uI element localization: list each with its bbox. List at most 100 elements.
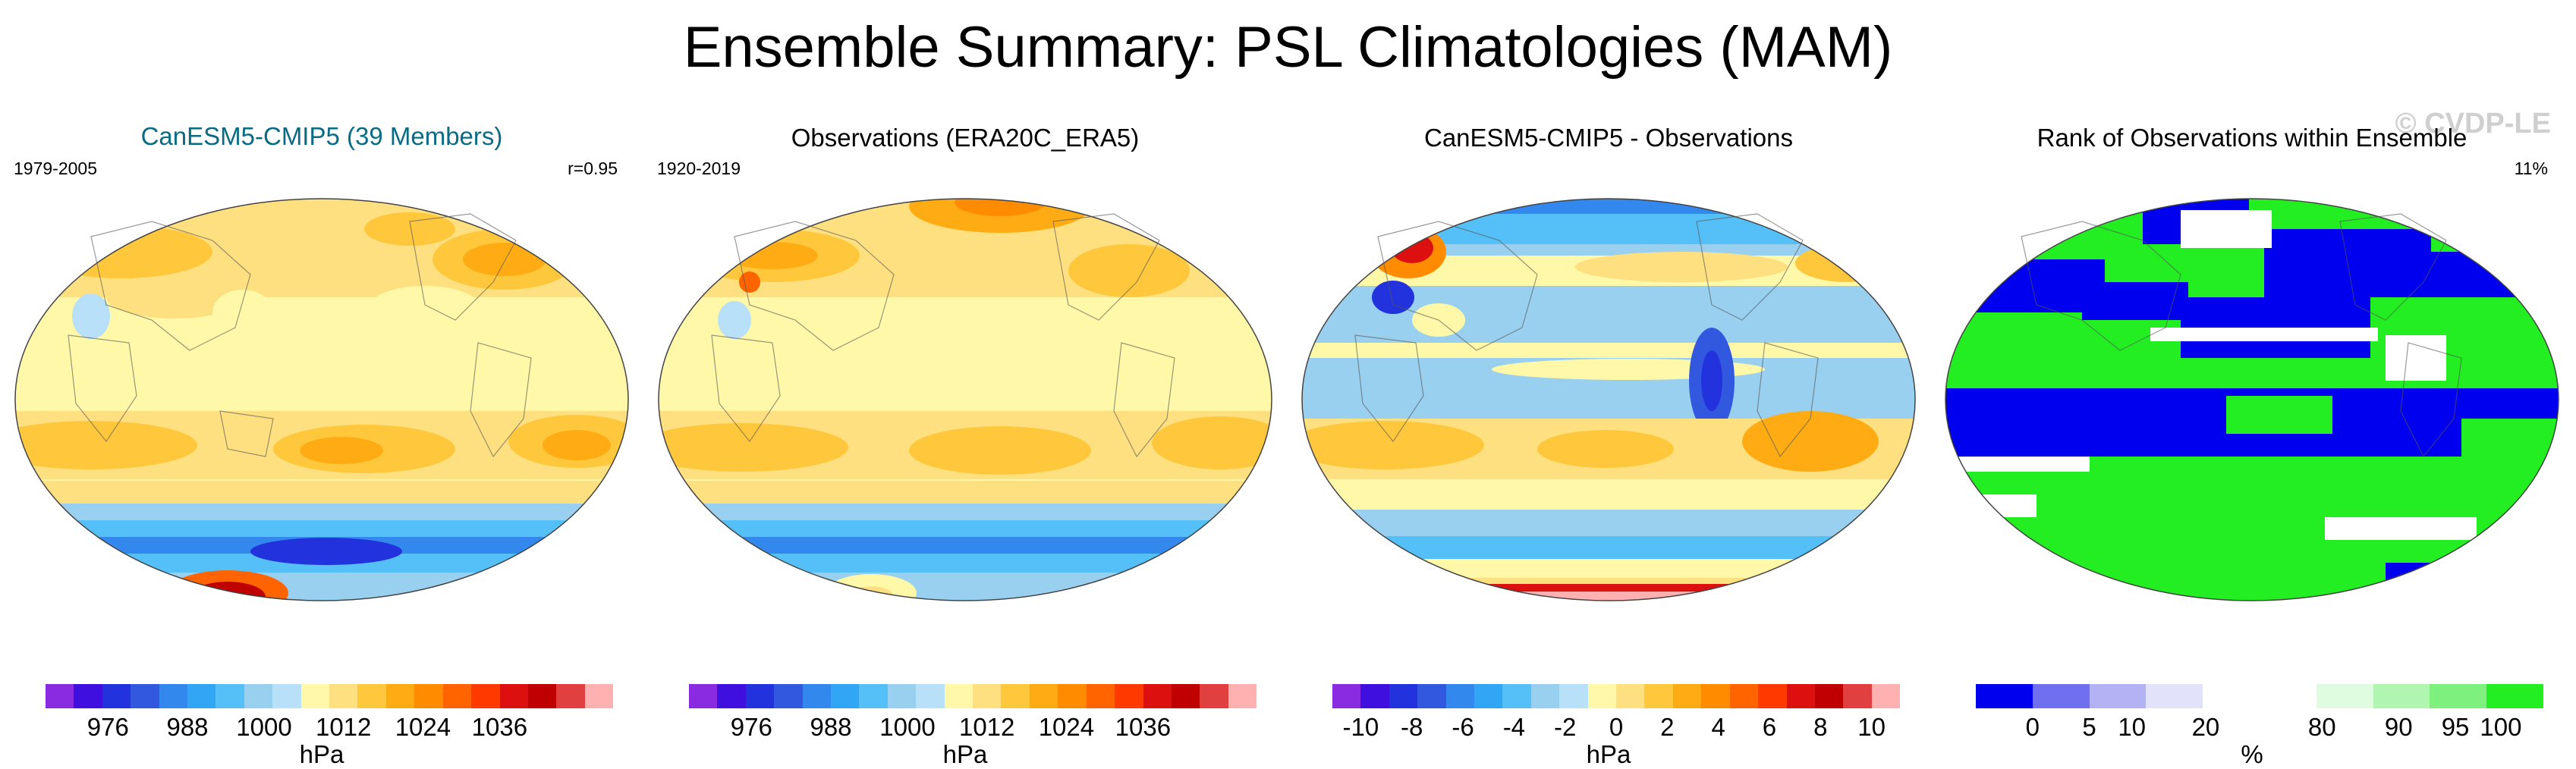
colorbar-swatch <box>887 684 917 708</box>
colorbar-tick-label: 0 <box>1609 713 1624 741</box>
map-model-psl <box>14 198 629 601</box>
colorbar-swatch <box>859 684 888 708</box>
colorbar-swatch <box>329 684 358 708</box>
colorbar-swatch <box>2146 684 2203 708</box>
colorbar-tick-label: 1036 <box>1115 713 1172 741</box>
colorbar-tick-label: 6 <box>1762 713 1777 741</box>
colorbar-tick-label: -6 <box>1452 713 1474 741</box>
colorbar-swatch <box>1417 684 1446 708</box>
colorbar <box>689 684 1257 708</box>
colorbar-tick-label: 10 <box>1857 713 1886 741</box>
colorbar-swatch <box>442 684 472 708</box>
colorbar <box>1332 684 1901 708</box>
colorbar-swatch <box>1616 684 1645 708</box>
colorbar-swatch <box>1587 684 1617 708</box>
colorbar-swatch <box>1001 684 1030 708</box>
colorbar-swatch <box>1559 684 1588 708</box>
colorbar-swatch <box>973 684 1002 708</box>
colorbar-tick-label: 20 <box>2191 713 2220 741</box>
colorbar-swatch <box>2203 684 2260 708</box>
colorbar-tick-label: -10 <box>1342 713 1379 741</box>
colorbar-tick-label: 80 <box>2307 713 2336 741</box>
colorbar-tick-label: 90 <box>2384 713 2413 741</box>
colorbar-swatch <box>2316 684 2373 708</box>
colorbar-swatch <box>1672 684 1702 708</box>
map-observations-psl <box>658 198 1272 601</box>
colorbar-tick-label: 100 <box>2480 713 2522 741</box>
colorbar-swatch <box>1171 684 1200 708</box>
colorbar-swatch <box>1445 684 1475 708</box>
colorbar-swatch <box>244 684 273 708</box>
colorbar-swatch <box>471 684 500 708</box>
colorbar-units: hPa <box>299 740 344 768</box>
colorbar-swatch <box>46 684 74 708</box>
colorbar-swatch <box>1701 684 1730 708</box>
colorbar-tick-label: 1024 <box>1038 713 1095 741</box>
colorbar-swatch <box>1389 684 1418 708</box>
colorbar-swatch <box>745 684 775 708</box>
colorbar-swatch <box>102 684 131 708</box>
colorbar-swatch <box>1029 684 1058 708</box>
colorbar-tick-label: 2 <box>1660 713 1675 741</box>
panel-title: CanESM5-CMIP5 - Observations <box>1424 124 1793 152</box>
map-difference-psl <box>1301 198 1916 601</box>
colorbar-swatch <box>689 684 718 708</box>
colorbar <box>46 684 614 708</box>
colorbar-units: % <box>2241 740 2263 768</box>
colorbar-swatch <box>584 684 614 708</box>
colorbar-swatch <box>1843 684 1872 708</box>
colorbar-swatch <box>1644 684 1673 708</box>
percentage-label: 11% <box>2514 159 2548 178</box>
panel-title: Observations (ERA20C_ERA5) <box>791 124 1140 152</box>
colorbar-tick-label: 1036 <box>471 713 528 741</box>
colorbar-swatch <box>131 684 159 708</box>
colorbar-swatch <box>802 684 832 708</box>
main-title: Ensemble Summary: PSL Climatologies (MAM… <box>683 15 1893 80</box>
colorbar-ticks: 976 988 1000 1012 1024 1036 <box>643 713 1287 743</box>
colorbar-swatch <box>1200 684 1228 708</box>
colorbar-swatch <box>1814 684 1844 708</box>
colorbar-swatch <box>159 684 188 708</box>
correlation-label: r=0.95 <box>568 159 618 178</box>
colorbar-tick-label: 1012 <box>315 713 372 741</box>
colorbar-swatch <box>1474 684 1503 708</box>
panel-title: CanESM5-CMIP5 (39 Members) <box>140 122 503 150</box>
colorbar-ticks: 976 988 1000 1012 1024 1036 <box>0 713 643 743</box>
colorbar-swatch <box>2089 684 2147 708</box>
colorbar-tick-label: 95 <box>2441 713 2470 741</box>
colorbar-swatch <box>1502 684 1531 708</box>
colorbar-swatch <box>944 684 973 708</box>
watermark: © CVDP-LE <box>2395 108 2551 140</box>
colorbar-swatch <box>1530 684 1560 708</box>
colorbar-swatch <box>556 684 585 708</box>
colorbar-tick-label: 5 <box>2082 713 2096 741</box>
colorbar-swatch <box>2259 684 2317 708</box>
colorbar-swatch <box>1786 684 1815 708</box>
colorbar-swatch <box>1115 684 1143 708</box>
colorbar-ticks: -10 -8 -6 -4 -2 0 2 4 6 8 10 <box>1287 713 1930 743</box>
colorbar-swatch <box>1058 684 1087 708</box>
colorbar-swatch <box>357 684 386 708</box>
colorbar-units: hPa <box>942 740 988 768</box>
colorbar-swatch <box>2486 684 2543 708</box>
colorbar-tick-label: 10 <box>2118 713 2147 741</box>
panel-observations: Observations (ERA20C_ERA5) 1920-2019 <box>643 114 1287 768</box>
colorbar-swatch <box>414 684 443 708</box>
colorbar-tick-label: 988 <box>810 713 852 741</box>
colorbar-tick-label: 1000 <box>879 713 936 741</box>
colorbar-swatch <box>215 684 244 708</box>
colorbar-swatch <box>1729 684 1759 708</box>
colorbar-swatch <box>1228 684 1257 708</box>
colorbar-swatch <box>1086 684 1115 708</box>
period-label: 1920-2019 <box>657 159 741 178</box>
period-label: 1979-2005 <box>14 159 97 178</box>
colorbar-swatch <box>527 684 557 708</box>
colorbar-swatch <box>272 684 301 708</box>
colorbar-tick-label: 988 <box>166 713 209 741</box>
colorbar-tick-label: 8 <box>1813 713 1828 741</box>
colorbar-swatch <box>717 684 746 708</box>
colorbar-swatch <box>1143 684 1172 708</box>
colorbar-swatch <box>74 684 102 708</box>
colorbar-swatch <box>2430 684 2487 708</box>
colorbar-swatch <box>774 684 803 708</box>
